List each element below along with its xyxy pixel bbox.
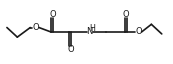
Text: O: O	[67, 45, 74, 54]
Text: O: O	[32, 23, 39, 32]
Text: O: O	[49, 10, 56, 19]
Text: H: H	[89, 24, 95, 33]
Text: O: O	[123, 10, 129, 19]
Text: N: N	[86, 28, 92, 36]
Text: O: O	[135, 28, 142, 36]
